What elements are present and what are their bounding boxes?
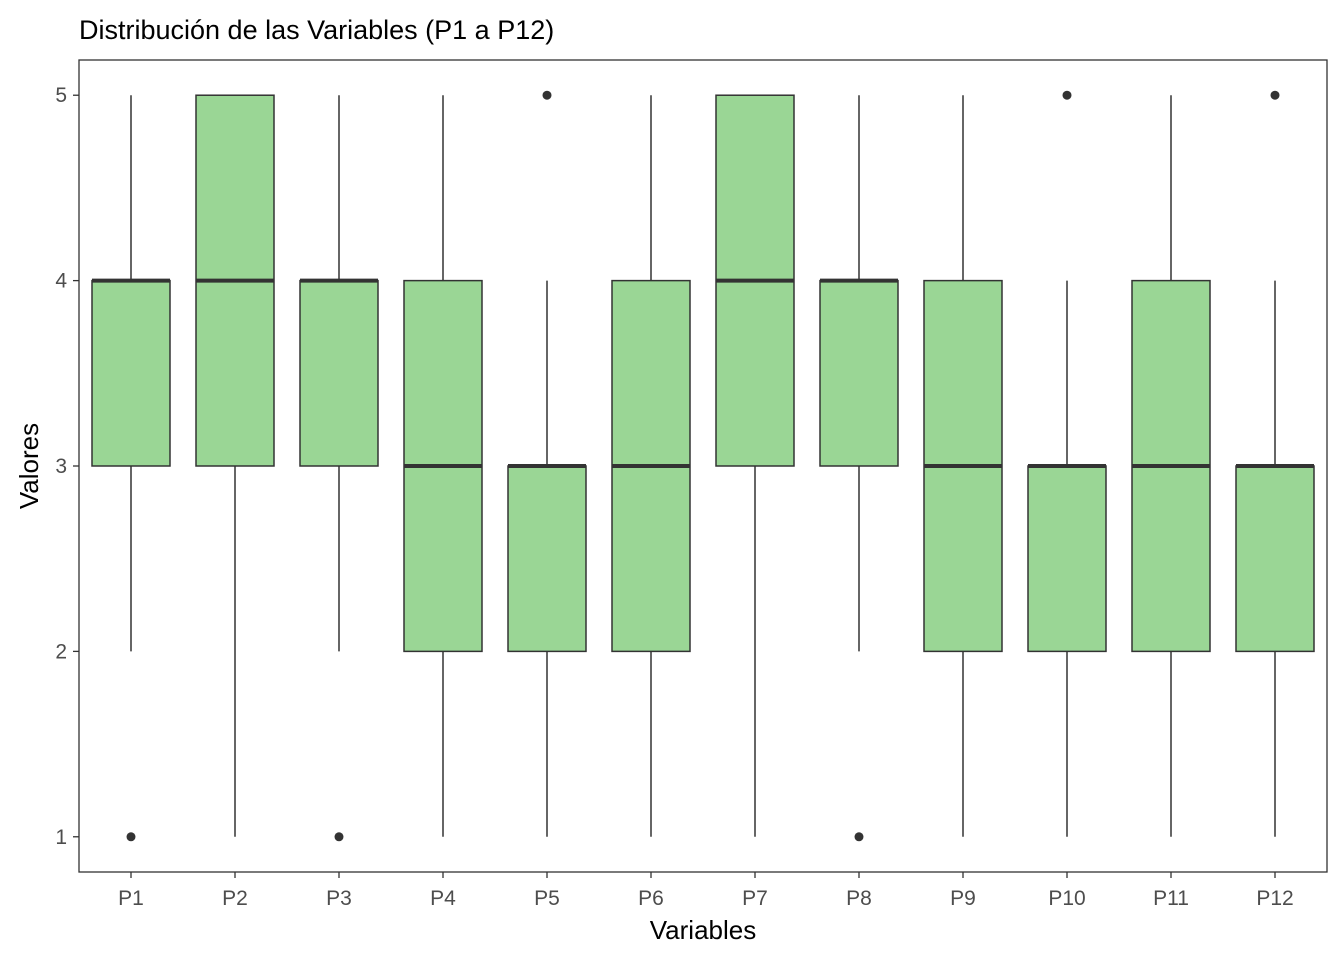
x-tick-label: P4 bbox=[430, 887, 456, 910]
box-p3 bbox=[299, 95, 379, 842]
y-tick-label: 1 bbox=[55, 826, 67, 849]
x-tick-label: P6 bbox=[638, 887, 664, 910]
box-p2 bbox=[195, 94, 275, 837]
plot-marks bbox=[91, 90, 1315, 842]
box-iqr bbox=[1235, 465, 1315, 653]
box-iqr bbox=[299, 279, 379, 467]
x-tick-label: P1 bbox=[118, 887, 144, 910]
y-tick-label: 3 bbox=[55, 455, 67, 478]
x-tick-label: P11 bbox=[1153, 887, 1189, 910]
x-tick-label: P5 bbox=[534, 887, 560, 910]
chart-title: Distribución de las Variables (P1 a P12) bbox=[79, 15, 554, 45]
box-iqr bbox=[91, 279, 171, 467]
outlier-point bbox=[1270, 90, 1280, 100]
box-p1 bbox=[91, 95, 171, 842]
outlier-point bbox=[334, 832, 344, 842]
box-p8 bbox=[819, 95, 899, 842]
box-iqr bbox=[1027, 465, 1107, 653]
x-tick-label: P8 bbox=[846, 887, 872, 910]
x-axis: P1 P2 P3 P4 P5 P6 P7 P8 P9 P10 P11 P12 bbox=[118, 872, 1294, 910]
y-tick-label: 4 bbox=[55, 270, 67, 293]
x-tick-label: P9 bbox=[950, 887, 976, 910]
outlier-point bbox=[542, 90, 552, 100]
x-axis-title: Variables bbox=[650, 915, 756, 945]
y-tick-label: 2 bbox=[55, 640, 67, 663]
box-p6 bbox=[611, 95, 691, 837]
box-p10 bbox=[1027, 90, 1107, 837]
y-axis-title: Valores bbox=[14, 423, 44, 509]
box-p5 bbox=[507, 90, 587, 837]
outlier-point bbox=[1062, 90, 1072, 100]
y-tick-label: 5 bbox=[55, 84, 67, 107]
box-p12 bbox=[1235, 90, 1315, 837]
x-tick-label: P12 bbox=[1256, 887, 1293, 910]
x-tick-label: P2 bbox=[222, 887, 248, 910]
x-tick-label: P10 bbox=[1048, 887, 1085, 910]
box-p9 bbox=[923, 95, 1003, 837]
box-iqr bbox=[819, 279, 899, 467]
y-axis: 1 2 3 4 5 bbox=[55, 84, 79, 849]
box-p4 bbox=[403, 95, 483, 837]
outlier-point bbox=[126, 832, 136, 842]
outlier-point bbox=[854, 832, 864, 842]
box-iqr bbox=[507, 465, 587, 653]
x-tick-label: P3 bbox=[326, 887, 352, 910]
box-p7 bbox=[715, 94, 795, 837]
box-p11 bbox=[1131, 95, 1211, 837]
x-tick-label: P7 bbox=[742, 887, 768, 910]
